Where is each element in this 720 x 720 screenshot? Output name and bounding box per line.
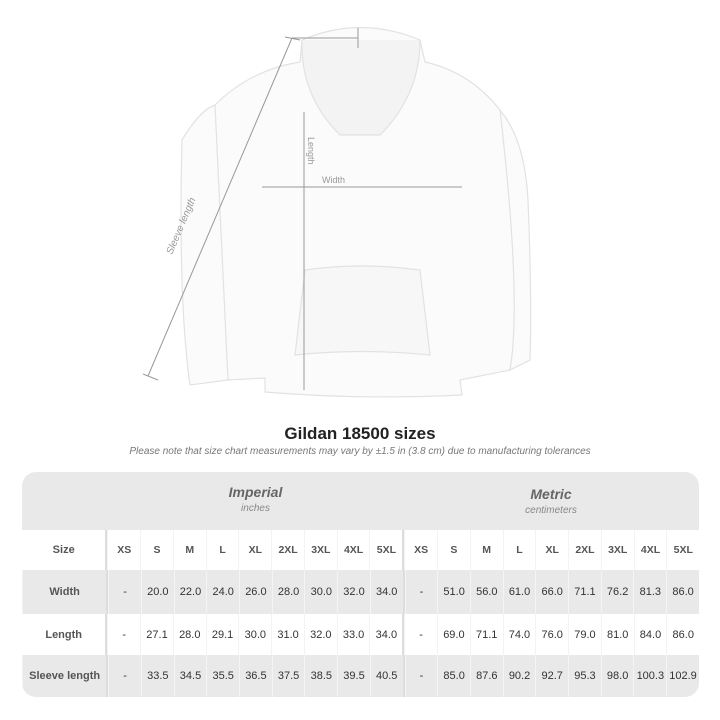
size-header: XL [535,530,568,570]
value-cell: 66.0 [535,570,568,614]
value-cell: 76.2 [600,570,634,614]
value-cell: 87.6 [469,655,503,697]
value-cell: 31.0 [271,614,304,655]
value-cell: 30.0 [304,570,337,614]
value-cell: 34.0 [369,570,405,614]
size-header: S [437,530,470,570]
row-label: Length [22,614,108,655]
width-label: Width [322,175,345,185]
value-cell: 86.0 [666,570,699,614]
size-header: 2XL [568,530,601,570]
value-cell: 71.1 [568,570,601,614]
value-cell: 102.9 [666,655,699,697]
value-cell: 37.5 [271,655,305,697]
value-cell: 79.0 [568,614,601,655]
length-label: Length [306,137,316,165]
value-cell: - [404,570,438,614]
value-cell: 34.5 [173,655,207,697]
value-cell: 28.0 [172,614,206,655]
value-cell: 69.0 [437,614,470,655]
value-cell: 38.5 [304,655,337,697]
value-cell: 26.0 [239,570,272,614]
value-cell: 90.2 [502,655,536,697]
value-cell: 76.0 [535,614,568,655]
value-cell: 22.0 [173,570,207,614]
row-label: Sleeve length [22,655,109,697]
value-cell: - [108,655,141,697]
value-cell: 51.0 [437,570,470,614]
size-header: 3XL [303,530,337,570]
imperial-header: Imperial inches [108,484,403,514]
value-cell: 33.0 [336,614,370,655]
size-header: 2XL [271,530,304,570]
table-row: Sleeve length -33.5 34.5 35.5 36.5 37.5 38.5 39… [22,655,699,697]
value-cell: 81.0 [600,614,634,655]
metric-header: Metric centimeters [403,486,699,516]
size-header: 3XL [600,530,634,570]
size-header: 5XL [666,530,699,570]
value-cell: 85.0 [437,655,470,697]
value-cell: 30.0 [238,614,271,655]
value-cell: 28.0 [271,570,305,614]
size-header: XS [404,530,437,570]
value-cell: 81.3 [633,570,666,614]
value-cell: 39.5 [337,655,370,697]
value-cell: 61.0 [502,570,536,614]
value-cell: 32.0 [337,570,370,614]
value-cell: 34.0 [369,614,405,655]
size-header: L [502,530,536,570]
value-cell: - [108,570,141,614]
value-cell: - [107,614,140,655]
hoodie-image [180,26,532,398]
value-cell: 36.5 [239,655,272,697]
value-cell: 92.7 [535,655,568,697]
value-cell: 95.3 [568,655,601,697]
table-row: Width -20.0 22.0 24.0 26.0 28.0 30.0 32.0 34.0-5… [22,570,699,614]
value-cell: 74.0 [502,614,536,655]
value-cell: - [404,614,437,655]
sleeve-length-line [147,37,293,377]
size-header: S [140,530,173,570]
value-cell: 71.1 [469,614,503,655]
page-title: Gildan 18500 sizes [284,424,436,443]
value-cell: 40.5 [369,655,405,697]
value-cell: 32.0 [303,614,337,655]
value-cell: 100.3 [633,655,666,697]
size-row: Size XS S M L XL 2XL 3XL 4XL 5XL XS S M L XL 2XL 3XL 4XL 5… [22,530,699,570]
imperial-unit: inches [241,503,270,514]
hoodie-diagram: Sleeve length Length Width [142,26,532,398]
value-cell: 24.0 [206,570,239,614]
value-cell: 56.0 [469,570,503,614]
value-cell: 86.0 [666,614,699,655]
size-header: 4XL [336,530,370,570]
size-table: Imperial inches Metric centimeters Size X… [22,472,699,697]
value-cell: 29.1 [205,614,239,655]
tolerance-note: Please note that size chart measurements… [129,446,591,457]
value-cell: 84.0 [633,614,667,655]
size-header: 4XL [633,530,667,570]
metric-unit: centimeters [525,505,577,516]
size-header: M [469,530,503,570]
size-header: XL [238,530,271,570]
imperial-title: Imperial [228,484,283,500]
size-header: L [205,530,239,570]
value-cell: 35.5 [206,655,239,697]
table-row: Length -27.1 28.0 29.1 30.0 31.0 32.0 33.0 34.0-… [22,614,699,655]
table-header: Imperial inches Metric centimeters [22,472,699,530]
value-cell: 27.1 [140,614,173,655]
value-cell: 20.0 [140,570,174,614]
size-header: M [172,530,206,570]
size-header: 5XL [369,530,405,570]
value-cell: 33.5 [140,655,174,697]
size-header: XS [107,530,140,570]
value-cell: - [404,655,438,697]
row-label: Size [22,530,108,570]
row-label: Width [22,570,109,614]
value-cell: 98.0 [600,655,634,697]
metric-title: Metric [530,486,572,502]
